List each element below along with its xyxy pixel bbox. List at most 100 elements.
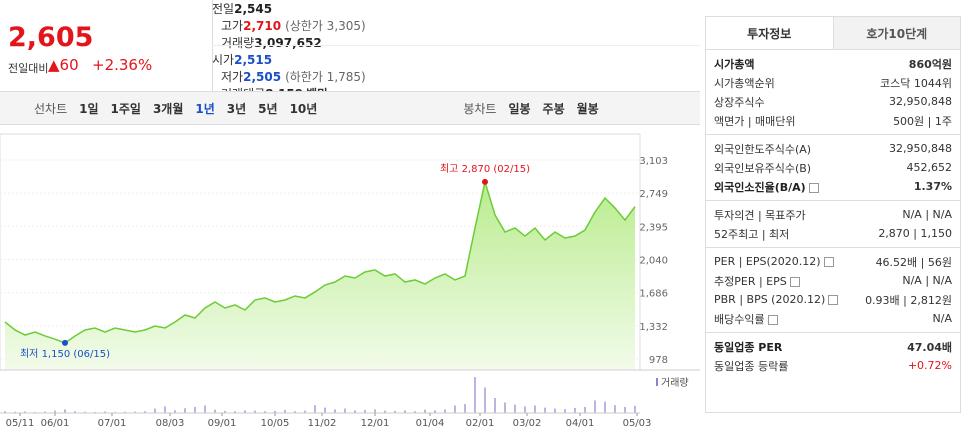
x-tick-label: 11/02 (308, 418, 337, 429)
volume-bar (344, 408, 346, 413)
info-icon[interactable] (767, 314, 778, 325)
volume-bar (94, 411, 96, 413)
volume-bar (514, 404, 516, 413)
side-label-text: PBR | BPS (2020.12) (714, 293, 826, 306)
side-label: 상장주식수 (714, 94, 765, 110)
candle-tab[interactable]: 월봉 (576, 101, 599, 116)
side-value: 452,652 (906, 161, 953, 174)
volume-bar (164, 406, 166, 413)
side-value: 0.93배 | 2,812원 (865, 293, 952, 307)
period-tab[interactable]: 3년 (226, 101, 247, 116)
volume-bar (474, 377, 476, 413)
annotation: 최고 2,870 (02/15) (440, 163, 530, 175)
stat-value: 2,545 (234, 2, 273, 16)
period-tab[interactable]: 10년 (289, 101, 318, 116)
volume-bar (404, 410, 406, 413)
volume-bar (234, 411, 236, 413)
side-value: 47.04배 (907, 340, 952, 354)
stat-note: (상한가 3,305) (285, 19, 366, 33)
volume-bar (274, 410, 276, 413)
candle-tab[interactable]: 주봉 (542, 101, 565, 116)
volume-bar (184, 408, 186, 413)
volume-bar (144, 411, 146, 413)
extreme-dot (482, 178, 488, 185)
change-rate: +2.36% (92, 56, 153, 74)
side-label-text: 투자의견 | 목표주가 (714, 208, 806, 222)
volume-bar (214, 409, 216, 413)
side-label: 시가총액 (714, 56, 754, 72)
volume-bar (634, 405, 636, 413)
candle-tab[interactable]: 일봉 (508, 101, 531, 116)
side-label-text: 동일업종 등락률 (714, 359, 789, 373)
volume-bar (154, 408, 156, 413)
side-row: 추정PER | EPS N/A | N/A (706, 271, 960, 290)
side-value: N/A (932, 312, 952, 325)
volume-bar (574, 407, 576, 413)
chart-tabs: 선차트 1일 1주일 3개월 1년 3년 5년 10년 봉차트 일봉 주봉 월봉 (0, 91, 700, 125)
volume-bar (334, 409, 336, 413)
side-label: 외국인한도주식수(A) (714, 141, 811, 157)
side-row: 외국인소진율(B/A) 1.37% (706, 177, 960, 196)
stat-label: 시가 (212, 53, 235, 67)
side-label: 외국인보유주식수(B) (714, 160, 811, 176)
volume-bar (24, 411, 26, 413)
x-tick-label: 10/05 (261, 418, 290, 429)
info-icon[interactable] (823, 257, 834, 267)
period-tab[interactable]: 5년 (258, 101, 278, 116)
area (5, 181, 635, 369)
x-tick-label: 04/01 (566, 418, 595, 429)
side-row: 상장주식수 32,950,848 (706, 92, 960, 111)
side-row: 동일업종 PER 47.04배 (706, 337, 960, 356)
volume-bar (284, 410, 286, 413)
volume-bar (4, 411, 6, 413)
volume-bar (194, 407, 196, 413)
volume-bar (304, 410, 306, 413)
period-tab[interactable]: 1일 (79, 101, 99, 116)
side-tab[interactable]: 투자정보 (706, 17, 834, 49)
info-icon[interactable] (808, 182, 819, 193)
side-group: 외국인한도주식수(A) 32,950,848 외국인보유주식수(B) 452,652 외… (706, 135, 960, 201)
side-label-text: 외국인한도주식수(A) (714, 142, 812, 156)
volume-bar (84, 411, 86, 413)
x-tick-label: 01/04 (416, 418, 445, 429)
x-tick-label: 12/01 (361, 418, 390, 429)
side-value: 32,950,848 (889, 95, 952, 108)
period-tab[interactable]: 1년 (195, 101, 215, 116)
period-tab[interactable]: 1주일 (110, 101, 141, 116)
period-tab[interactable]: 3개월 (152, 101, 184, 116)
change-label: 전일대비 (8, 62, 49, 75)
volume-bar (54, 410, 56, 413)
side-label-text: 상장주식수 (714, 95, 765, 109)
x-tick-label: 09/01 (208, 418, 237, 429)
side-tabs: 투자정보 호가10단계 (706, 17, 960, 50)
x-tick-label: 07/01 (98, 418, 127, 429)
y-tick-label: 3,103 (639, 156, 668, 167)
side-group: PER | EPS(2020.12) 46.52배 | 56원 추정PER | EP… (706, 248, 960, 333)
side-group: 동일업종 PER 47.04배 동일업종 등락률 +0.72% (706, 333, 960, 379)
chart: 978 1,332 1,686 2,040 2,395 2,749 3,103 최고 2,87… (0, 133, 700, 429)
stat: 전일2,545 (212, 0, 700, 17)
side-row: 시가총액 860억원 (706, 54, 960, 73)
side-row: PER | EPS(2020.12) 46.52배 | 56원 (706, 252, 960, 271)
volume-bar (354, 410, 356, 413)
side-row: 액면가 | 매매단위 500원 | 1주 (706, 111, 960, 130)
side-row: 시가총액순위 코스닥 1044위 (706, 73, 960, 92)
volume-bar (224, 410, 226, 413)
info-icon[interactable] (828, 295, 839, 305)
side-tab[interactable]: 호가10단계 (833, 17, 960, 49)
price-box: 2,605 전일대비 ▲60 +2.36% (0, 0, 213, 90)
side-value: 500원 | 1주 (893, 114, 952, 128)
stat: 고가2,710 (상한가 3,305) (212, 17, 700, 34)
volume-bar (604, 401, 606, 413)
stat-label: 거래량 (221, 36, 255, 50)
volume-bar (564, 409, 566, 413)
side-label: 투자의견 | 목표주가 (714, 207, 806, 223)
y-tick-label: 1,332 (639, 322, 668, 333)
tab-label: 봉차트 (463, 101, 497, 116)
volume-bar (124, 411, 126, 413)
divider (212, 45, 700, 46)
side-value: 46.52배 | 56원 (875, 255, 952, 269)
stat-value: 2,505 (243, 70, 282, 84)
info-icon[interactable] (789, 276, 800, 287)
